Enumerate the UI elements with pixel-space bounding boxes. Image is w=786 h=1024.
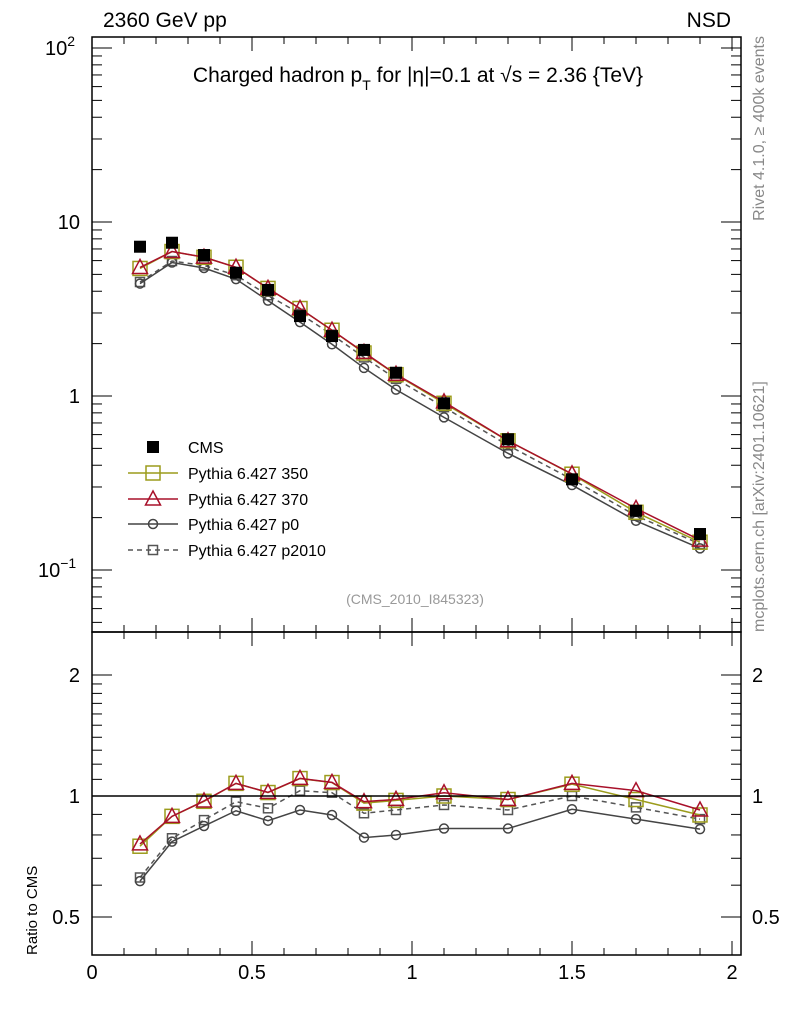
ratio-point-p0 <box>166 836 178 847</box>
ratio-line-p0 <box>139 808 701 882</box>
ratio-point-p2010 <box>630 802 642 813</box>
ratio-point-370 <box>195 791 213 808</box>
cms-data-point <box>630 504 642 517</box>
x-tick-label: 0 <box>86 962 97 984</box>
cms-data-point <box>326 330 338 343</box>
main-point-370 <box>131 257 149 275</box>
legend-marker-p2010 <box>147 544 159 556</box>
ratio-point-370 <box>163 806 181 824</box>
x-tick-label: 1.5 <box>558 962 586 984</box>
cms-data-point <box>198 249 210 262</box>
main-point-350 <box>132 260 148 277</box>
ratio-y-tick-label: 0.5 <box>52 907 80 929</box>
y-tick-label: 10 <box>58 212 80 234</box>
ratio-point-p0 <box>390 829 402 841</box>
legend-marker-370 <box>144 489 162 506</box>
ratio-point-370 <box>563 773 581 791</box>
cms-data-point <box>566 473 578 486</box>
ratio-y-tick-label-right: 2 <box>752 665 763 687</box>
cms-data-point <box>694 528 706 541</box>
ratio-point-p0 <box>326 809 338 821</box>
legend-label-p2010: Pythia 6.427 p2010 <box>188 543 326 560</box>
legend: CMS Pythia 6.427 350 Pythia 6.427 370 Pythi… <box>128 440 326 560</box>
ratio-point-370 <box>323 772 341 790</box>
ratio-point-p2010 <box>134 872 146 883</box>
ratio-point-p2010 <box>262 803 274 814</box>
y-tick-label: 1 <box>69 386 80 408</box>
mcplots-label: mcplots.cern.ch [arXiv:2401.10621] <box>751 381 768 632</box>
rivet-version-label: Rivet 4.1.0, ≥ 400k events <box>751 36 768 221</box>
ratio-point-370 <box>435 783 453 800</box>
ratio-point-p0 <box>294 804 306 816</box>
main-line-p2010 <box>139 260 701 545</box>
ratio-point-p0 <box>566 803 578 815</box>
ratio-ylabel: Ratio to CMS <box>24 866 41 955</box>
ratio-point-350 <box>628 791 644 808</box>
ratio-point-p0 <box>262 815 274 826</box>
header-left: 2360 GeV pp <box>103 9 227 32</box>
x-tick-label: 2 <box>726 962 737 984</box>
cms-data-point <box>262 283 274 296</box>
main-point-350 <box>436 395 452 412</box>
ratio-point-p2010 <box>358 807 370 819</box>
cms-data-point <box>358 343 370 356</box>
main-point-p0 <box>358 362 370 374</box>
ratio-point-p0 <box>630 813 642 825</box>
legend-label-350: Pythia 6.427 350 <box>188 466 308 483</box>
ratio-point-p0 <box>694 823 706 835</box>
ratio-point-p0 <box>502 823 514 834</box>
legend-marker-cms <box>147 441 159 453</box>
ratio-point-p2010 <box>438 799 450 811</box>
ratio-y-tick-label-right: 1 <box>752 786 763 808</box>
ratio-point-p0 <box>358 832 370 843</box>
x-tick-label: 1 <box>406 962 417 984</box>
ratio-point-370 <box>131 834 149 851</box>
ratio-y-tick-label: 2 <box>69 665 80 687</box>
ratio-point-p0 <box>438 823 450 834</box>
legend-label-p0: Pythia 6.427 p0 <box>188 517 299 534</box>
main-point-p0 <box>694 543 706 554</box>
cms-data-point <box>294 310 306 323</box>
main-point-p0 <box>390 384 402 395</box>
legend-marker-350 <box>145 465 161 481</box>
y-tick-label: 10−1 <box>38 555 76 582</box>
y-tick-label: 102 <box>45 33 75 60</box>
legend-marker-p0 <box>147 518 159 530</box>
ratio-point-p0 <box>230 805 242 816</box>
ratio-point-370 <box>499 789 517 807</box>
cms-data-point <box>166 236 178 249</box>
analysis-id: (CMS_2010_I845323) <box>346 591 484 607</box>
legend-label-370: Pythia 6.427 370 <box>188 492 308 509</box>
ratio-plot-frame <box>91 631 742 956</box>
ratio-point-370 <box>259 782 277 800</box>
main-point-p0 <box>502 448 514 459</box>
main-point-370 <box>163 241 181 259</box>
cms-data-point <box>438 397 450 410</box>
ratio-y-tick-label-right: 0.5 <box>752 907 780 929</box>
ratio-point-370 <box>691 800 709 817</box>
ratio-point-370 <box>227 773 245 791</box>
ratio-line-370 <box>139 777 701 845</box>
main-line-p0 <box>139 261 701 550</box>
cms-data-point <box>390 366 402 379</box>
cms-data-point <box>134 240 146 253</box>
ratio-y-tick-label: 1 <box>69 786 80 808</box>
main-point-p0 <box>134 278 146 289</box>
ratio-point-370 <box>355 792 373 809</box>
x-tick-label: 0.5 <box>238 962 266 984</box>
ratio-line-p2010 <box>139 789 701 878</box>
ratio-point-p0 <box>134 875 146 887</box>
ratio-point-350 <box>132 838 148 854</box>
ratio-point-p2010 <box>198 814 210 826</box>
ratio-point-p0 <box>198 820 210 832</box>
chart-title: Charged hadron pT for |η|=0.1 at √s = 2.… <box>193 64 643 93</box>
cms-data-point <box>502 433 514 446</box>
legend-label-cms: CMS <box>188 440 224 457</box>
cms-data-point <box>230 266 242 279</box>
ratio-point-370 <box>291 768 309 786</box>
header-right: NSD <box>687 9 731 32</box>
main-point-p0 <box>438 412 450 423</box>
ratio-point-370 <box>387 789 405 807</box>
